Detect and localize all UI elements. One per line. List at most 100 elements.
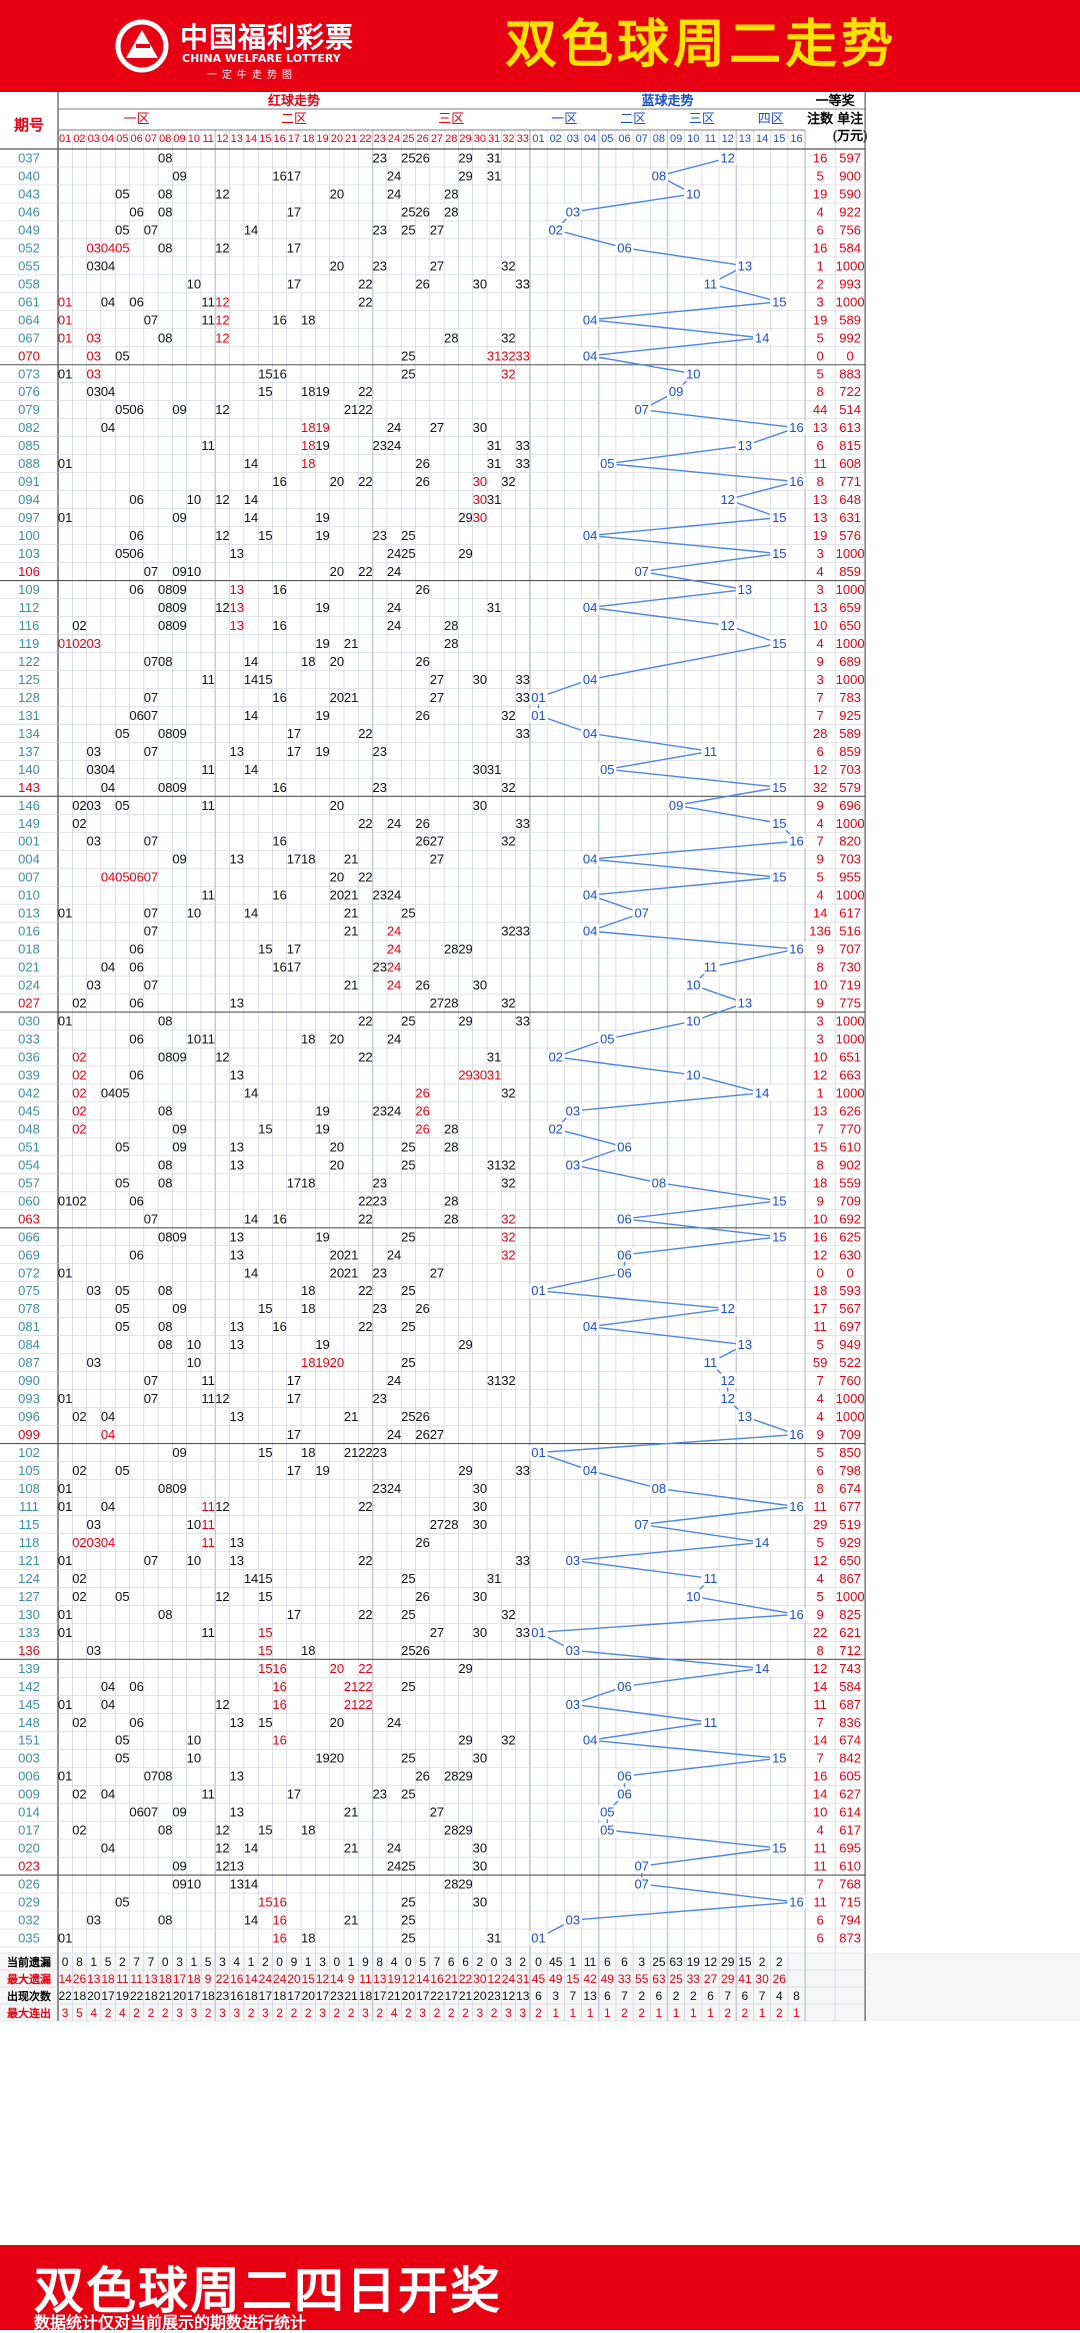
red-ball-number: 27 xyxy=(430,258,444,273)
blue-number-header: 16 xyxy=(790,133,802,145)
blue-ball-bg xyxy=(546,222,565,237)
blue-number-header: 07 xyxy=(636,133,648,145)
red-ball-number: 05 xyxy=(115,798,129,813)
prize-amount: 1000 xyxy=(836,1085,865,1100)
blue-trend-line xyxy=(641,409,797,429)
red-ball-number: 31 xyxy=(487,600,501,615)
blue-trend-line xyxy=(693,1074,763,1094)
red-ball-number: 25 xyxy=(401,222,415,237)
blue-ball-header: 蓝球走势 xyxy=(641,93,693,108)
prize-count: 7 xyxy=(816,1877,823,1892)
prize-count: 4 xyxy=(816,1409,823,1424)
red-ball-number: 13 xyxy=(230,1859,244,1874)
prize-count: 1 xyxy=(816,258,823,273)
prize-count: 15 xyxy=(813,1139,827,1154)
blue-ball-bg xyxy=(787,1607,806,1622)
red-ball-number: 13 xyxy=(230,852,244,867)
blue-trend-line xyxy=(590,840,797,860)
blue-trend-line xyxy=(572,1092,763,1112)
red-ball-number: 12 xyxy=(215,294,229,309)
blue-ball-number: 15 xyxy=(772,780,786,795)
blue-trend-line xyxy=(607,750,711,770)
red-stat-value: 19 xyxy=(116,1989,130,2003)
blue-ball-number: 02 xyxy=(548,1049,562,1064)
red-ball-number: 29 xyxy=(458,1463,472,1478)
red-stat-value: 3 xyxy=(233,2006,240,2020)
red-ball-number: 23 xyxy=(373,150,387,165)
red-ball-number: 08 xyxy=(158,1014,172,1029)
prize-amount: 775 xyxy=(839,996,861,1011)
prize-count: 59 xyxy=(813,1355,827,1370)
blue-ball-number: 08 xyxy=(652,1481,666,1496)
issue-number: 010 xyxy=(18,888,40,903)
blue-stat-value: 2 xyxy=(759,1955,766,1969)
prize-amount: 696 xyxy=(839,798,861,813)
red-ball-number: 11 xyxy=(201,762,215,777)
red-ball-number: 01 xyxy=(58,1499,72,1514)
issue-number: 045 xyxy=(18,1103,40,1118)
red-number-header: 24 xyxy=(388,133,400,145)
red-ball-number: 27 xyxy=(430,222,444,237)
red-ball-number: 25 xyxy=(401,1859,415,1874)
red-ball-number: 14 xyxy=(244,456,258,471)
red-ball-number: 06 xyxy=(129,942,143,957)
blue-ball-number: 15 xyxy=(772,1841,786,1856)
red-stat-value: 13 xyxy=(144,1972,158,1986)
red-ball-number: 27 xyxy=(430,672,444,687)
red-ball-number: 07 xyxy=(144,906,158,921)
red-ball-number: 20 xyxy=(330,1661,344,1676)
red-ball-number: 32 xyxy=(501,366,515,381)
red-ball-number: 04 xyxy=(101,384,115,399)
issue-number: 069 xyxy=(18,1247,40,1262)
blue-stat-value: 15 xyxy=(738,1955,752,1969)
red-ball-number: 03 xyxy=(87,978,101,993)
red-ball-number: 29 xyxy=(458,1014,472,1029)
blue-ball-bg xyxy=(684,1014,703,1029)
blue-ball-bg xyxy=(581,1463,600,1478)
blue-ball-number: 06 xyxy=(617,1265,631,1280)
prize-amount: 1000 xyxy=(836,636,865,651)
blue-trend-line xyxy=(590,876,780,896)
red-ball-number: 13 xyxy=(230,1877,244,1892)
blue-stat-value: 1 xyxy=(656,2006,663,2020)
prize-count: 4 xyxy=(816,204,823,219)
red-ball-number: 30 xyxy=(473,1859,487,1874)
red-stat-value: 4 xyxy=(119,2006,126,2020)
blue-ball-number: 04 xyxy=(583,1463,597,1478)
issue-number: 081 xyxy=(18,1319,40,1334)
red-ball-number: 26 xyxy=(415,204,429,219)
blue-number-header: 10 xyxy=(687,133,699,145)
blue-trend-line xyxy=(590,337,763,357)
blue-ball-bg xyxy=(770,294,789,309)
red-ball-number: 22 xyxy=(358,294,372,309)
red-ball-number: 19 xyxy=(315,420,329,435)
red-ball-number: 19 xyxy=(315,600,329,615)
blue-stat-value: 19 xyxy=(687,1955,701,1969)
red-ball-number: 09 xyxy=(172,402,186,417)
prize-amount: 902 xyxy=(839,1157,861,1172)
red-ball-number: 02 xyxy=(72,816,86,831)
issue-number: 064 xyxy=(18,312,40,327)
red-ball-number: 16 xyxy=(272,366,286,381)
blue-trend-line xyxy=(538,1290,728,1310)
red-ball-number: 22 xyxy=(358,1014,372,1029)
red-ball-number: 15 xyxy=(258,1715,272,1730)
blue-trend-line xyxy=(572,1559,711,1580)
red-ball-number: 33 xyxy=(516,1463,530,1478)
red-stat-value: 0 xyxy=(276,1955,283,1969)
prize-count: 0 xyxy=(816,1265,823,1280)
red-ball-number: 11 xyxy=(201,1625,215,1640)
red-stat-value: 9 xyxy=(362,1955,369,1969)
red-ball-number: 25 xyxy=(401,348,415,363)
red-ball-number: 05 xyxy=(115,1301,129,1316)
blue-stat-value: 33 xyxy=(687,1972,701,1986)
blue-trend-line xyxy=(624,1200,780,1220)
red-stat-value: 14 xyxy=(330,1972,344,1986)
red-ball-number: 05 xyxy=(115,1589,129,1604)
red-ball-number: 32 xyxy=(501,1247,515,1262)
welfare-lottery-logo: 中国福利彩票 CHINA WELFARE LOTTERY 一定牛走势图 xyxy=(112,14,353,81)
blue-ball-bg xyxy=(770,546,789,561)
red-ball-number: 21 xyxy=(344,690,358,705)
prize-amount: 621 xyxy=(839,1625,861,1640)
blue-ball-number: 16 xyxy=(789,834,803,849)
